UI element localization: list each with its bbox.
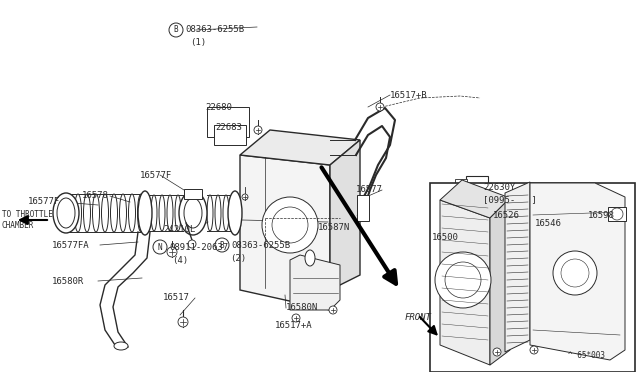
Ellipse shape	[53, 193, 79, 233]
Polygon shape	[330, 140, 360, 290]
Text: 16526: 16526	[493, 211, 520, 219]
Ellipse shape	[138, 191, 152, 235]
Polygon shape	[490, 198, 510, 365]
Circle shape	[376, 103, 384, 111]
Circle shape	[215, 238, 229, 252]
Circle shape	[178, 317, 188, 327]
Text: 16598: 16598	[588, 211, 615, 219]
Bar	[207, 107, 249, 137]
Text: 22680: 22680	[205, 103, 232, 112]
Bar	[214, 125, 246, 145]
Ellipse shape	[138, 194, 145, 232]
Ellipse shape	[228, 191, 242, 235]
Bar	[455, 179, 467, 190]
Circle shape	[242, 194, 248, 200]
Circle shape	[167, 247, 177, 257]
Text: 08363-6255B: 08363-6255B	[231, 241, 290, 250]
Text: N: N	[157, 243, 163, 251]
Text: 16546: 16546	[535, 219, 562, 228]
Polygon shape	[290, 255, 340, 310]
Text: 16577F: 16577F	[28, 198, 60, 206]
Text: 16517+A: 16517+A	[275, 321, 312, 330]
Text: 16500: 16500	[432, 232, 459, 241]
Circle shape	[553, 251, 597, 295]
Ellipse shape	[223, 195, 229, 231]
Circle shape	[561, 259, 589, 287]
Ellipse shape	[175, 195, 181, 231]
Text: 08363-6255B: 08363-6255B	[185, 26, 244, 35]
Text: 16517+B: 16517+B	[390, 90, 428, 99]
Text: 08911-20637: 08911-20637	[169, 243, 228, 251]
Text: TO THROTTLE
CHAMBER: TO THROTTLE CHAMBER	[2, 209, 53, 230]
Ellipse shape	[151, 195, 157, 231]
Polygon shape	[440, 200, 490, 365]
Ellipse shape	[184, 198, 202, 228]
Text: B: B	[173, 26, 179, 35]
Ellipse shape	[179, 191, 207, 235]
Text: 16580N: 16580N	[286, 304, 318, 312]
Ellipse shape	[102, 194, 109, 232]
Circle shape	[254, 126, 262, 134]
Text: 16580R: 16580R	[52, 276, 84, 285]
Polygon shape	[240, 155, 330, 310]
Bar	[466, 176, 488, 193]
Text: 16578: 16578	[82, 192, 109, 201]
Circle shape	[272, 207, 308, 243]
Ellipse shape	[159, 195, 165, 231]
Text: [0995-   ]: [0995- ]	[483, 196, 537, 205]
Text: (2): (2)	[230, 253, 246, 263]
Text: 16577F: 16577F	[140, 170, 172, 180]
Bar	[357, 195, 369, 221]
Circle shape	[493, 348, 501, 356]
Ellipse shape	[74, 194, 81, 232]
Circle shape	[188, 240, 196, 248]
Ellipse shape	[129, 194, 136, 232]
Ellipse shape	[114, 342, 128, 350]
Circle shape	[262, 197, 318, 253]
Text: ^ 65*003: ^ 65*003	[568, 350, 605, 359]
Text: 16587N: 16587N	[318, 224, 350, 232]
Polygon shape	[440, 180, 510, 218]
Text: FRONT: FRONT	[405, 314, 432, 323]
Text: 16517: 16517	[163, 294, 190, 302]
Text: 16577: 16577	[356, 186, 383, 195]
Circle shape	[445, 262, 481, 298]
Ellipse shape	[120, 194, 127, 232]
Ellipse shape	[83, 194, 90, 232]
Circle shape	[329, 306, 337, 314]
Text: B: B	[220, 241, 224, 250]
Polygon shape	[530, 183, 625, 360]
Ellipse shape	[305, 250, 315, 266]
Text: 24210L: 24210L	[163, 225, 195, 234]
Text: (4): (4)	[172, 257, 188, 266]
Circle shape	[530, 346, 538, 354]
Text: (1): (1)	[190, 38, 206, 48]
Ellipse shape	[167, 195, 173, 231]
Ellipse shape	[111, 194, 118, 232]
Polygon shape	[240, 130, 360, 165]
Circle shape	[292, 314, 300, 322]
Text: 16577FA: 16577FA	[52, 241, 90, 250]
Polygon shape	[505, 182, 530, 352]
Circle shape	[153, 240, 167, 254]
Ellipse shape	[93, 194, 99, 232]
Ellipse shape	[57, 198, 75, 228]
Circle shape	[611, 208, 623, 220]
Circle shape	[435, 252, 491, 308]
Ellipse shape	[207, 195, 213, 231]
Circle shape	[169, 23, 183, 37]
Bar	[184, 189, 202, 199]
Text: 22630Y: 22630Y	[483, 183, 515, 192]
Ellipse shape	[215, 195, 221, 231]
Text: 22683: 22683	[215, 124, 242, 132]
Bar	[608, 207, 626, 221]
Bar	[430, 183, 635, 372]
